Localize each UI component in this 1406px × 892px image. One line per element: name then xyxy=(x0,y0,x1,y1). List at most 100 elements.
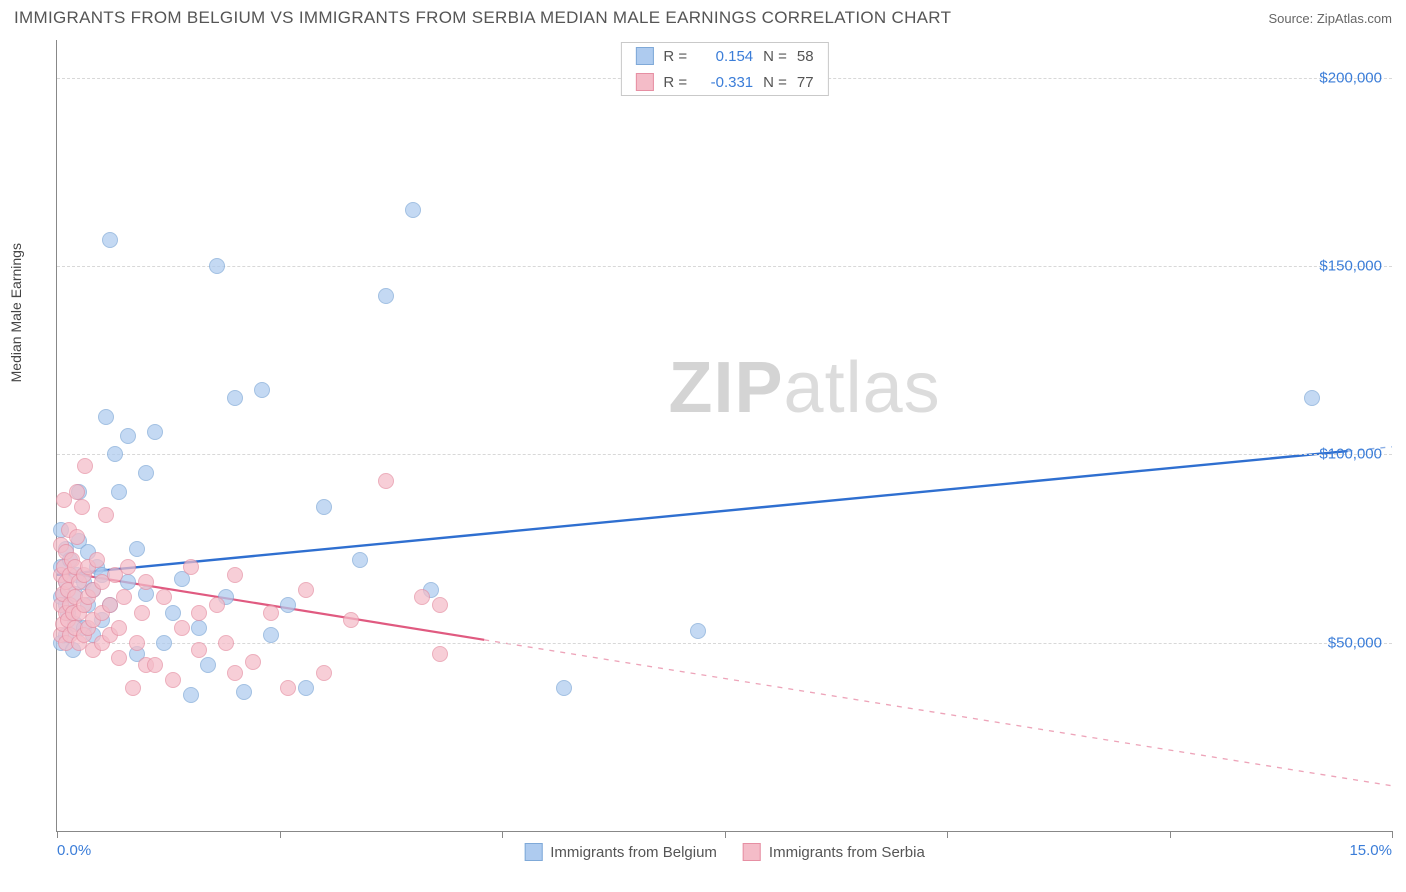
data-point-serbia xyxy=(432,597,448,613)
data-point-serbia xyxy=(120,559,136,575)
data-point-serbia xyxy=(209,597,225,613)
data-point-belgium xyxy=(165,605,181,621)
legend-correlation-row-serbia: R = -0.331 N = 77 xyxy=(621,69,827,95)
x-tick xyxy=(1170,831,1171,838)
legend-series-item-belgium: Immigrants from Belgium xyxy=(524,843,717,861)
legend-swatch-belgium xyxy=(635,47,653,65)
legend-n-value-serbia: 77 xyxy=(797,74,814,91)
trend-line-dash-serbia xyxy=(484,640,1392,786)
data-point-belgium xyxy=(378,288,394,304)
data-point-belgium xyxy=(209,258,225,274)
data-point-serbia xyxy=(156,589,172,605)
x-tick xyxy=(57,831,58,838)
data-point-serbia xyxy=(227,665,243,681)
legend-r-label: R = xyxy=(663,48,687,65)
data-point-serbia xyxy=(111,620,127,636)
data-point-belgium xyxy=(236,684,252,700)
legend-r-label: R = xyxy=(663,74,687,91)
data-point-serbia xyxy=(147,657,163,673)
data-point-serbia xyxy=(125,680,141,696)
data-point-belgium xyxy=(200,657,216,673)
data-point-serbia xyxy=(98,507,114,523)
chart-container: Median Male Earnings ZIPatlas R =0.154N … xyxy=(14,36,1392,868)
data-point-serbia xyxy=(134,605,150,621)
data-point-serbia xyxy=(432,646,448,662)
data-point-serbia xyxy=(227,567,243,583)
data-point-serbia xyxy=(69,484,85,500)
data-point-serbia xyxy=(316,665,332,681)
data-point-belgium xyxy=(191,620,207,636)
legend-swatch-serbia xyxy=(743,843,761,861)
data-point-belgium xyxy=(147,424,163,440)
data-point-serbia xyxy=(263,605,279,621)
x-tick xyxy=(947,831,948,838)
trend-line-belgium xyxy=(57,451,1348,575)
data-point-serbia xyxy=(378,473,394,489)
data-point-serbia xyxy=(218,635,234,651)
data-point-serbia xyxy=(129,635,145,651)
legend-r-value-belgium: 0.154 xyxy=(697,48,753,65)
data-point-serbia xyxy=(69,529,85,545)
data-point-belgium xyxy=(556,680,572,696)
plot-area: ZIPatlas R =0.154N =58R =-0.331N =77 Imm… xyxy=(56,40,1392,832)
trend-lines-layer xyxy=(57,40,1392,831)
legend-correlation: R = 0.154 N = 58 R = -0.331 N = 77 xyxy=(620,42,828,96)
y-tick-label: $150,000 xyxy=(1319,258,1382,275)
data-point-belgium xyxy=(111,484,127,500)
data-point-belgium xyxy=(254,382,270,398)
gridline xyxy=(57,454,1392,455)
x-tick xyxy=(1392,831,1393,838)
y-axis-label: Median Male Earnings xyxy=(8,243,24,382)
legend-correlation-row-belgium: R = 0.154 N = 58 xyxy=(621,43,827,69)
data-point-belgium xyxy=(129,541,145,557)
data-point-belgium xyxy=(280,597,296,613)
x-tick xyxy=(502,831,503,838)
legend-n-label: N = xyxy=(763,48,787,65)
data-point-serbia xyxy=(174,620,190,636)
legend-series-label-serbia: Immigrants from Serbia xyxy=(769,844,925,861)
data-point-serbia xyxy=(191,605,207,621)
source-prefix: Source: xyxy=(1268,11,1316,26)
data-point-belgium xyxy=(98,409,114,425)
data-point-serbia xyxy=(298,582,314,598)
data-point-serbia xyxy=(77,458,93,474)
source-name: ZipAtlas.com xyxy=(1317,11,1392,26)
y-tick-label: $200,000 xyxy=(1319,69,1382,86)
legend-series-item-serbia: Immigrants from Serbia xyxy=(743,843,925,861)
y-tick-label: $100,000 xyxy=(1319,446,1382,463)
data-point-serbia xyxy=(74,499,90,515)
y-tick-label: $50,000 xyxy=(1328,634,1382,651)
legend-series-label-belgium: Immigrants from Belgium xyxy=(550,844,717,861)
x-tick-label: 0.0% xyxy=(57,842,91,859)
gridline xyxy=(57,266,1392,267)
data-point-serbia xyxy=(116,589,132,605)
data-point-serbia xyxy=(111,650,127,666)
legend-r-value-serbia: -0.331 xyxy=(697,74,753,91)
legend-n-label: N = xyxy=(763,74,787,91)
data-point-serbia xyxy=(280,680,296,696)
legend-series: Immigrants from Belgium Immigrants from S… xyxy=(524,843,925,861)
legend-swatch-serbia xyxy=(635,73,653,91)
data-point-belgium xyxy=(316,499,332,515)
x-tick xyxy=(280,831,281,838)
data-point-belgium xyxy=(156,635,172,651)
x-tick xyxy=(725,831,726,838)
data-point-serbia xyxy=(245,654,261,670)
data-point-belgium xyxy=(298,680,314,696)
data-point-belgium xyxy=(405,202,421,218)
source-label: Source: ZipAtlas.com xyxy=(1268,11,1392,26)
data-point-serbia xyxy=(183,559,199,575)
data-point-serbia xyxy=(414,589,430,605)
data-point-serbia xyxy=(191,642,207,658)
x-tick-label: 15.0% xyxy=(1349,842,1392,859)
legend-n-value-belgium: 58 xyxy=(797,48,814,65)
data-point-serbia xyxy=(138,574,154,590)
data-point-serbia xyxy=(165,672,181,688)
gridline xyxy=(57,643,1392,644)
data-point-belgium xyxy=(183,687,199,703)
data-point-belgium xyxy=(138,465,154,481)
data-point-belgium xyxy=(120,428,136,444)
data-point-belgium xyxy=(352,552,368,568)
data-point-belgium xyxy=(690,623,706,639)
data-point-belgium xyxy=(102,232,118,248)
